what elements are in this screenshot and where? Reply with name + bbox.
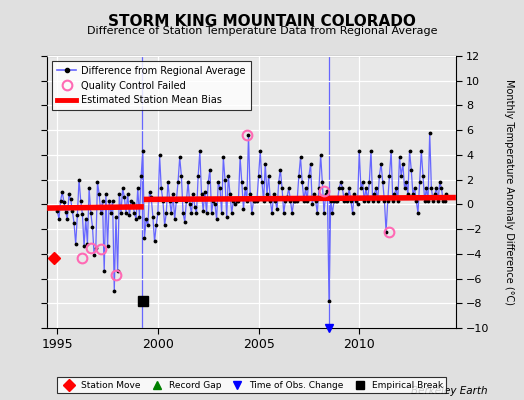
Text: STORM KING MOUNTAIN COLORADO: STORM KING MOUNTAIN COLORADO xyxy=(108,14,416,29)
Legend: Difference from Regional Average, Quality Control Failed, Estimated Station Mean: Difference from Regional Average, Qualit… xyxy=(52,61,250,110)
Y-axis label: Monthly Temperature Anomaly Difference (°C): Monthly Temperature Anomaly Difference (… xyxy=(504,79,514,305)
Text: Difference of Station Temperature Data from Regional Average: Difference of Station Temperature Data f… xyxy=(87,26,437,36)
Legend: Station Move, Record Gap, Time of Obs. Change, Empirical Break: Station Move, Record Gap, Time of Obs. C… xyxy=(57,377,446,394)
Text: Berkeley Earth: Berkeley Earth xyxy=(411,386,487,396)
